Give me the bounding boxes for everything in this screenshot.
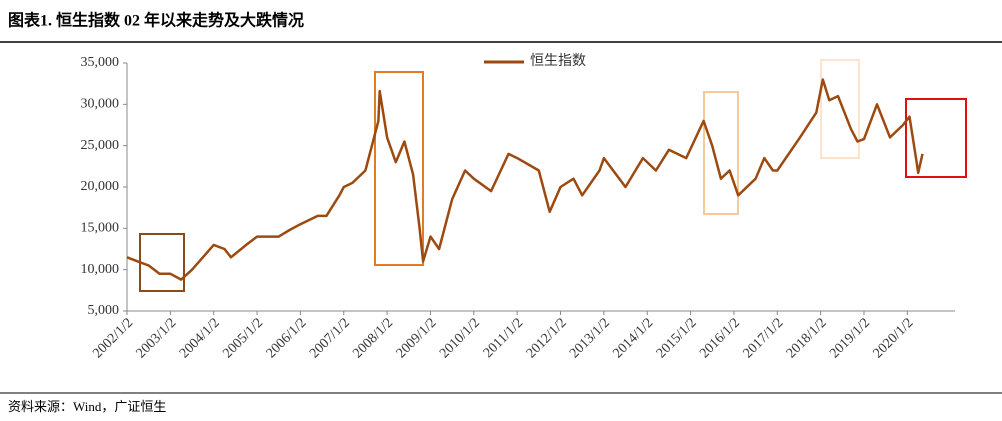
legend-label: 恒生指数 [530, 53, 586, 69]
x-tick-label: 2004/1/2 [177, 315, 223, 361]
x-tick-label: 2003/1/2 [134, 315, 180, 361]
x-tick-label: 2009/1/2 [394, 315, 440, 361]
x-tick-label: 2006/1/2 [264, 315, 310, 361]
x-tick-label: 2002/1/2 [90, 315, 136, 361]
x-tick-label: 2008/1/2 [350, 315, 396, 361]
highlight-box [139, 233, 185, 292]
chart-title: 图表1. 恒生指数 02 年以来走势及大跌情况 [8, 11, 304, 30]
y-tick-label: 5,000 [88, 303, 120, 318]
highlight-box [905, 98, 967, 178]
y-tick-label: 20,000 [81, 179, 120, 194]
highlight-box [703, 91, 739, 215]
y-tick-label: 30,000 [81, 97, 120, 112]
x-tick-label: 2018/1/2 [784, 315, 830, 361]
x-tick-label: 2011/1/2 [481, 315, 526, 360]
y-tick-label: 10,000 [81, 262, 120, 277]
y-tick-label: 25,000 [81, 138, 120, 153]
highlight-box [374, 71, 424, 266]
x-tick-label: 2012/1/2 [524, 315, 570, 361]
x-tick-label: 2019/1/2 [827, 315, 873, 361]
y-tick-label: 35,000 [81, 55, 120, 70]
x-tick-label: 2014/1/2 [611, 315, 657, 361]
x-tick-label: 2020/1/2 [871, 315, 917, 361]
x-tick-label: 2013/1/2 [567, 315, 613, 361]
highlight-box [820, 59, 860, 159]
y-tick-label: 15,000 [81, 221, 120, 236]
x-tick-label: 2015/1/2 [654, 315, 700, 361]
x-tick-label: 2007/1/2 [307, 315, 353, 361]
x-tick-label: 2005/1/2 [220, 315, 266, 361]
x-tick-label: 2017/1/2 [741, 315, 787, 361]
x-tick-label: 2016/1/2 [697, 315, 743, 361]
series-line [126, 78, 924, 281]
highlight-boxes [139, 59, 967, 292]
x-tick-label: 2010/1/2 [437, 315, 483, 361]
source: 资料来源：Wind，广证恒生 [8, 399, 166, 414]
